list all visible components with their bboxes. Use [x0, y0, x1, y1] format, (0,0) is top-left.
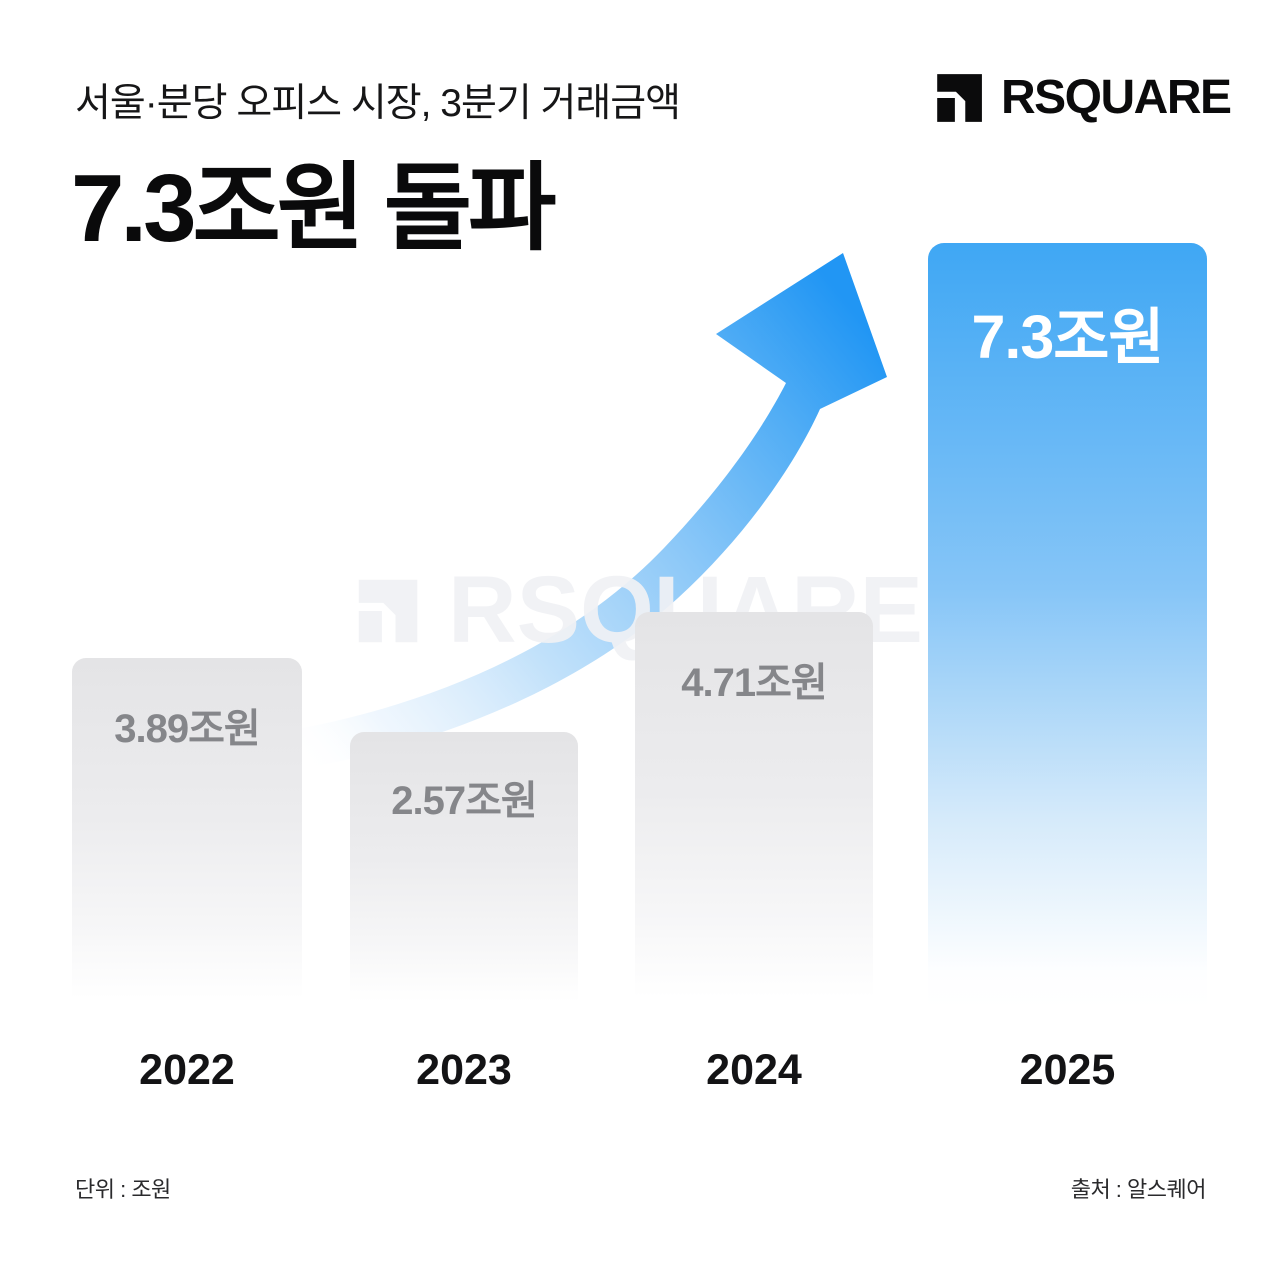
year-label-2023: 2023 — [416, 1046, 512, 1094]
bar-value-label-2022: 3.89조원 — [114, 707, 260, 751]
bar-2024: 4.71조원 — [635, 612, 873, 1010]
brand-wordmark: RSQUARE — [1001, 71, 1232, 124]
bar-2022: 3.89조원 — [72, 658, 302, 1010]
watermark-logo-icon — [358, 579, 418, 642]
bar-2023: 2.57조원 — [350, 732, 578, 1010]
footer-source-note: 출처 : 알스퀘어 — [1070, 1177, 1207, 1202]
year-label-2022: 2022 — [139, 1046, 235, 1094]
footer-unit-note: 단위 : 조원 — [75, 1177, 171, 1202]
page-title: 7.3조원 돌파 — [71, 155, 556, 262]
year-label-2025: 2025 — [1019, 1046, 1116, 1094]
bar-2025-highlight: 7.3조원 — [928, 243, 1207, 1010]
page-subtitle: 서울·분당 오피스 시장, 3분기 거래금액 — [75, 82, 681, 125]
bar-value-label-2024: 4.71조원 — [681, 661, 827, 705]
bar-value-label-2025: 7.3조원 — [971, 303, 1164, 371]
bar-value-label-2023: 2.57조원 — [391, 779, 537, 823]
rsquare-logo-icon — [937, 73, 982, 122]
brand-logo: RSQUARE — [930, 70, 1232, 125]
year-label-2024: 2024 — [706, 1046, 802, 1094]
